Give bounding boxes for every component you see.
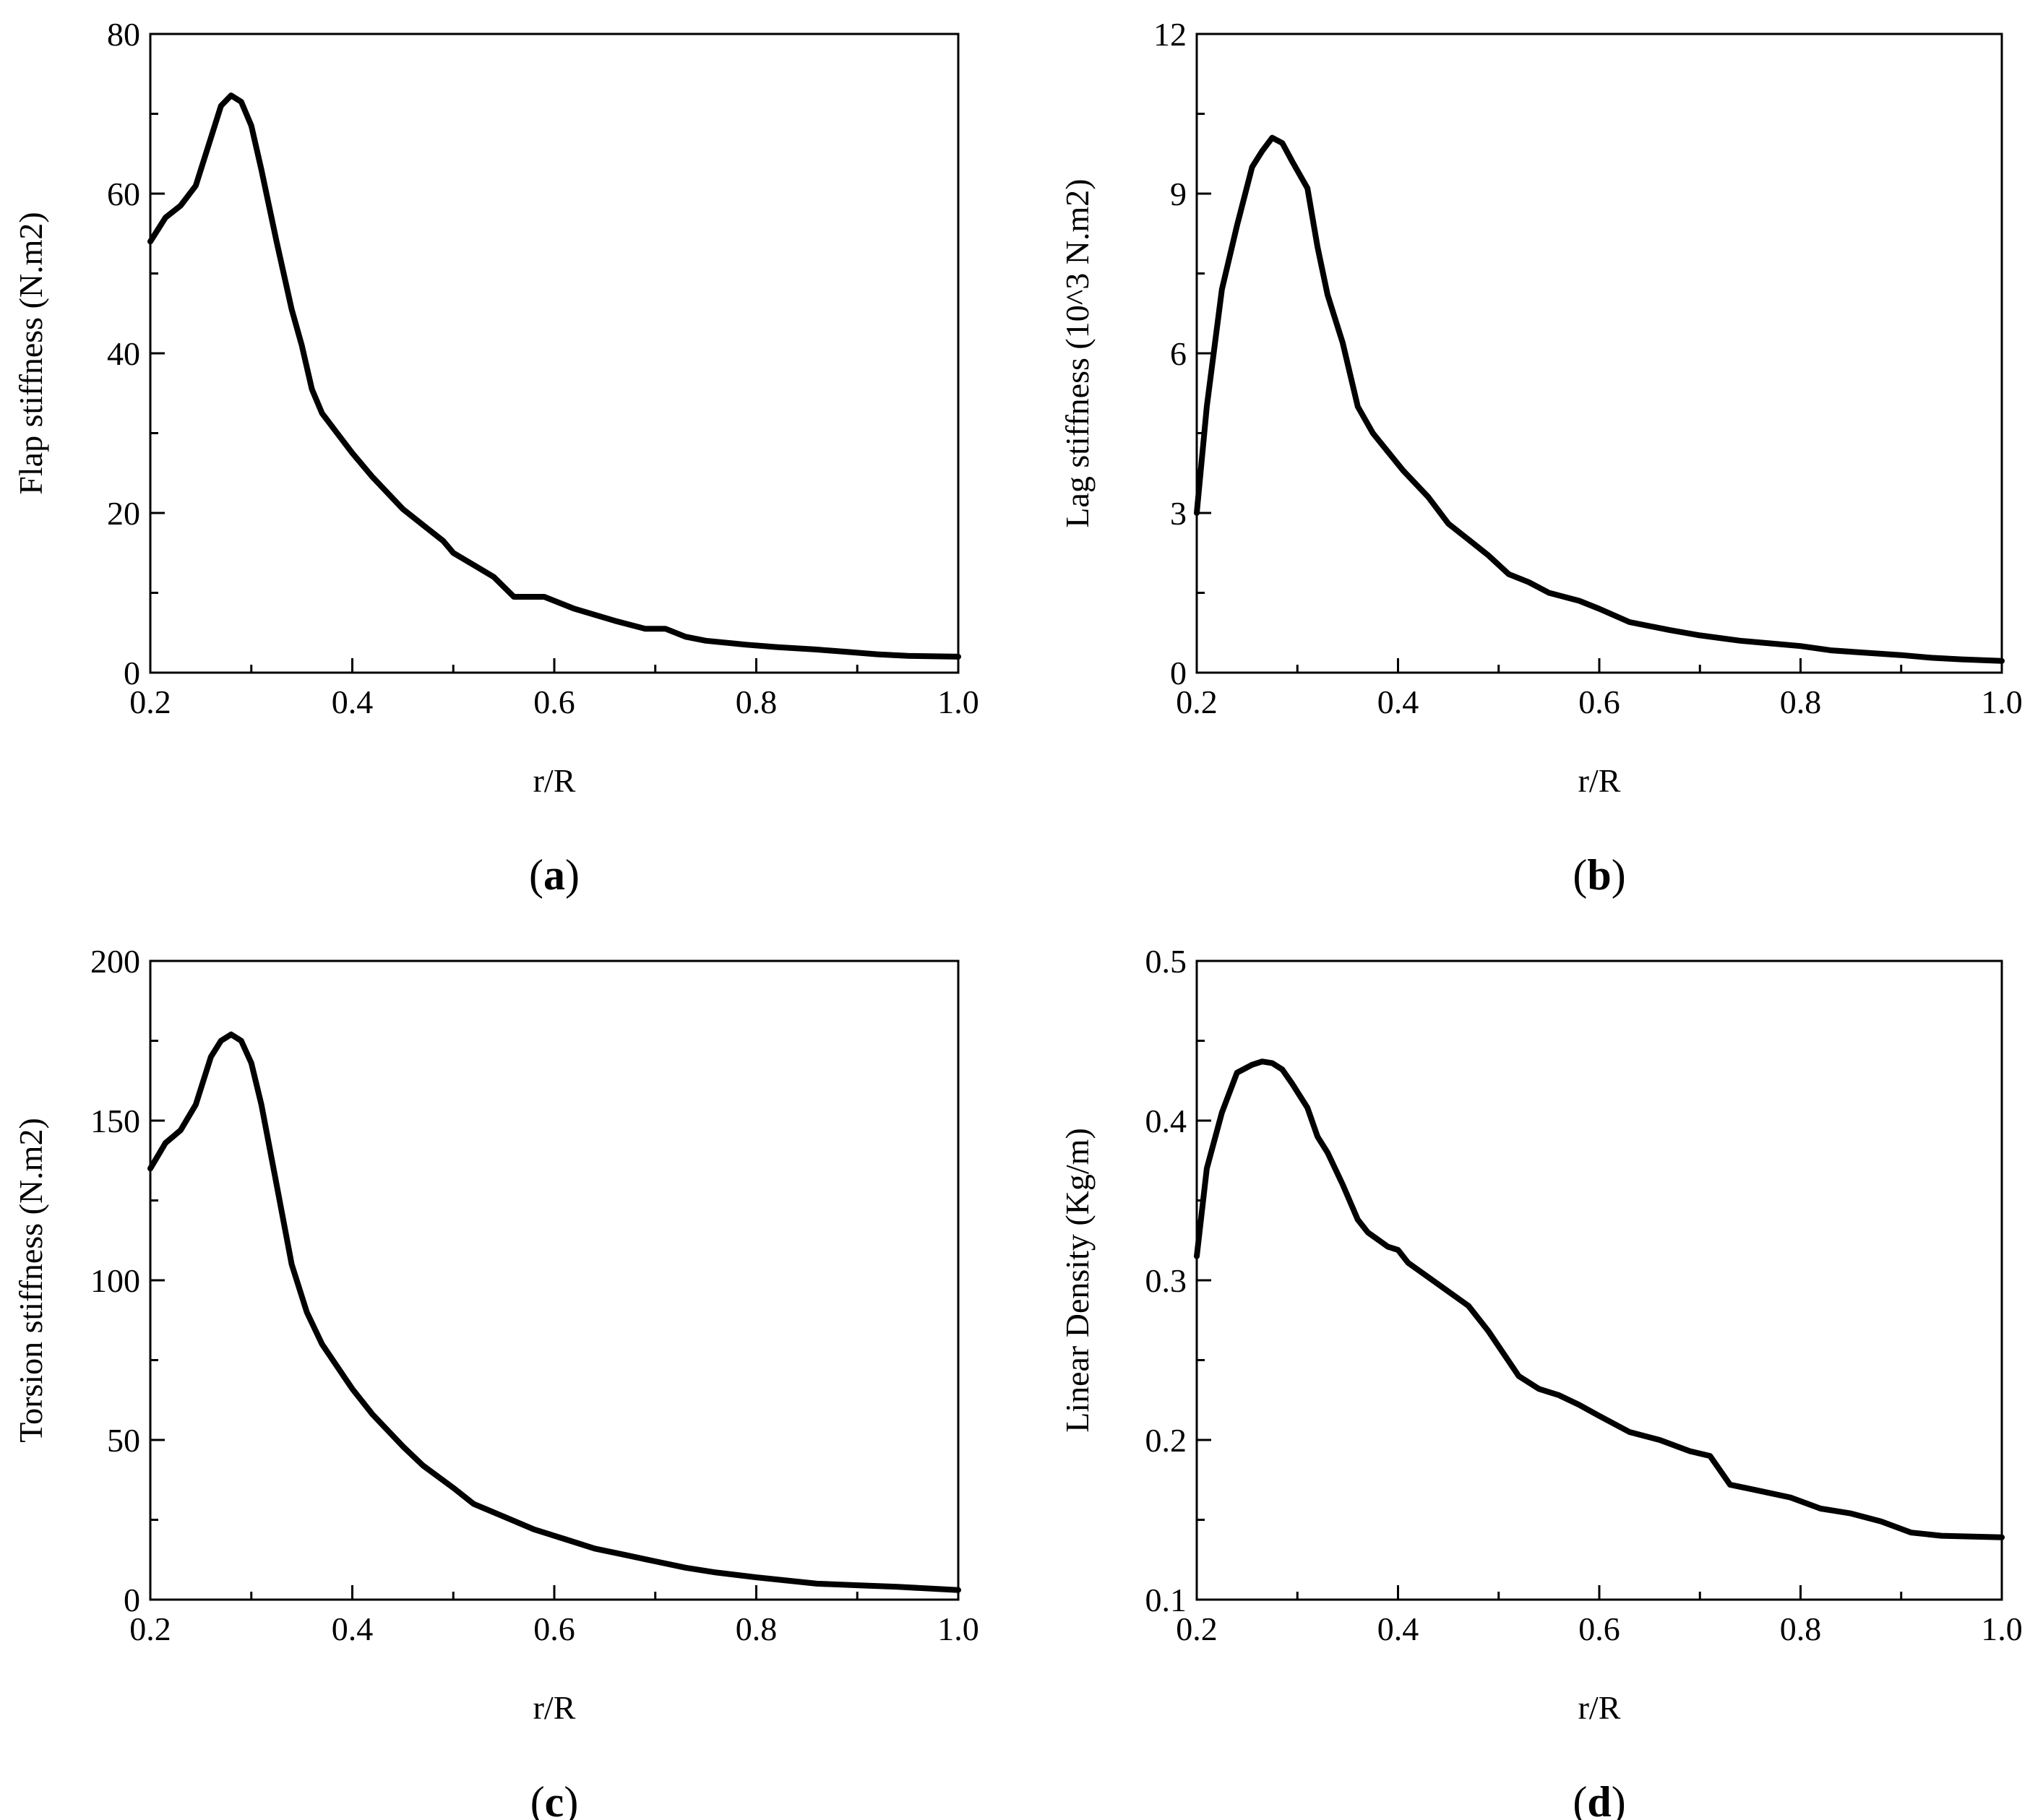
x-tick-label: 0.8 [736,683,778,720]
x-axis-title: r/R [1578,762,1621,799]
y-tick-label: 0.3 [1145,1262,1187,1299]
x-tick-label: 0.6 [1578,1610,1620,1647]
y-axis-title: Flap stiffness (N.m2) [12,212,49,494]
y-axis-title: Torsion stiffness (N.m2) [12,1118,49,1443]
panel-label-close: ) [1612,1778,1626,1820]
x-tick-label: 0.4 [1377,1610,1419,1647]
chart-panel-3: 0.2 0.4 0.6 0.8 1.0 0 50 100 150 200 r/R Torsion st… [12,943,979,1820]
series-line [147,1031,961,1593]
series-line [1194,1058,2005,1540]
x-tick-label: 0.4 [1377,683,1419,720]
y-tick-label: 6 [1170,335,1187,372]
x-tick-label: 0.8 [1780,1610,1822,1647]
y-tick-label: 0.1 [1145,1582,1187,1618]
y-tick-label: 0 [124,655,140,691]
chart-panel-4: 0.2 0.4 0.6 0.8 1.00.10.20.30.40.5r/RLinear … [1059,943,2023,1820]
x-tick-label: 0.2 [1176,683,1218,720]
y-tick-label: 80 [107,16,140,53]
x-tick-label: 0.4 [332,1610,374,1647]
panel-label-letter: b [1587,851,1611,899]
y-tick-label: 9 [1170,176,1187,212]
panel-label-close: ) [564,1778,578,1820]
y-tick-label: 200 [90,943,140,980]
y-tick-label: 0.2 [1145,1422,1187,1459]
y-tick-label: 0 [124,1582,140,1618]
panel-label-close: ) [1612,851,1626,899]
x-tick-label: 0.4 [332,683,374,720]
panel-label-open: ( [1573,851,1587,899]
x-tick-label: 0.6 [1578,683,1620,720]
series-line [147,92,961,660]
y-tick-label: 40 [107,335,140,372]
x-tick-label: 0.2 [129,1610,171,1647]
y-tick-label: 50 [107,1422,140,1459]
x-tick-label: 1.0 [937,683,979,720]
x-tick-label: 1.0 [937,1610,979,1647]
y-tick-label: 0.5 [1145,943,1187,980]
y-tick-label: 150 [90,1103,140,1139]
y-tick-label: 20 [107,495,140,532]
panel-label: (c) [530,1778,579,1820]
panel-label-letter: d [1587,1778,1611,1820]
y-tick-label: 0.4 [1145,1103,1187,1139]
panel-label: (b) [1573,851,1625,899]
x-tick-label: 1.0 [1981,1610,2023,1647]
x-axis-title: r/R [533,762,576,799]
y-axis-title: Lag stiffness (10^3 N.m2) [1059,178,1096,527]
panel-label-close: ) [565,851,580,899]
y-axis-title: Linear Density (Kg/m) [1059,1128,1096,1433]
panel-label-open: ( [529,851,543,899]
y-tick-label: 3 [1170,495,1187,532]
x-tick-label: 0.8 [1780,683,1822,720]
panel-label-open: ( [530,1778,545,1820]
panel-label-open: ( [1573,1778,1587,1820]
y-tick-label: 60 [107,176,140,212]
x-tick-label: 0.2 [1176,1610,1218,1647]
x-tick-label: 1.0 [1981,683,2023,720]
panel-label: (d) [1573,1778,1625,1820]
chart-panel-2: 0.2 0.4 0.6 0.8 1.0 0 3 6 9 12 r/R Lag stiffness (1… [1059,16,2023,899]
x-axis-title: r/R [1578,1689,1621,1726]
y-tick-label: 0 [1170,655,1187,691]
panel-label-letter: a [543,851,565,899]
panel-label-letter: c [545,1778,564,1820]
panel-label: (a) [529,851,580,899]
y-tick-label: 100 [90,1262,140,1299]
x-tick-label: 0.6 [533,683,575,720]
x-tick-label: 0.6 [533,1610,575,1647]
series-line [1194,134,2005,664]
x-axis-title: r/R [533,1689,576,1726]
x-tick-label: 0.8 [736,1610,778,1647]
chart-panel-1: 0.2 0.4 0.6 0.8 1.0 0 20 40 60 80 r/R Flap stiffnes… [12,16,979,899]
y-tick-label: 12 [1153,16,1187,53]
x-tick-label: 0.2 [129,683,171,720]
